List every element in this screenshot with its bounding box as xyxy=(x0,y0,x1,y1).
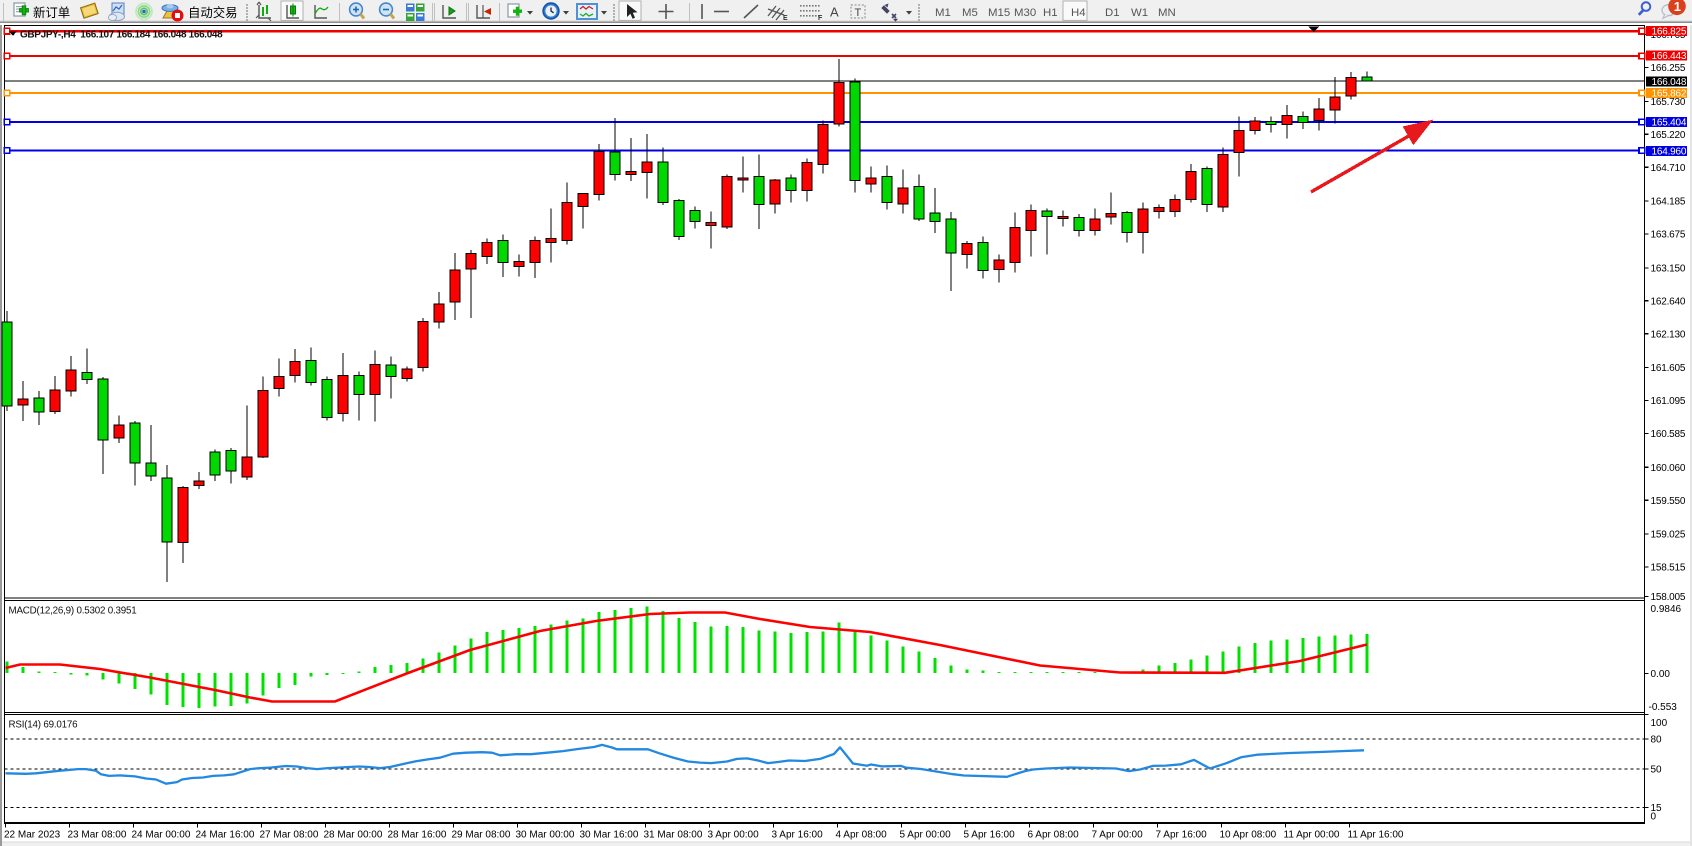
svg-text:3 Apr 16:00: 3 Apr 16:00 xyxy=(772,830,824,841)
svg-text:165.862: 165.862 xyxy=(1652,89,1687,100)
svg-text:80: 80 xyxy=(1651,734,1663,745)
svg-text:1: 1 xyxy=(1674,0,1681,14)
svg-text:163.150: 163.150 xyxy=(1651,264,1686,275)
svg-text:28 Mar 00:00: 28 Mar 00:00 xyxy=(324,830,383,841)
svg-text:F: F xyxy=(818,15,823,22)
svg-text:166.255: 166.255 xyxy=(1651,63,1686,74)
svg-text:7 Apr 00:00: 7 Apr 00:00 xyxy=(1092,830,1144,841)
svg-text:30 Mar 00:00: 30 Mar 00:00 xyxy=(516,830,575,841)
svg-text:M15: M15 xyxy=(988,7,1010,19)
svg-text:30 Mar 16:00: 30 Mar 16:00 xyxy=(580,830,639,841)
svg-text:7 Apr 16:00: 7 Apr 16:00 xyxy=(1156,830,1208,841)
svg-text:GBPJPY-,H4 166.107 166.184 16: GBPJPY-,H4 166.107 166.184 166.048 166.0… xyxy=(20,30,223,41)
svg-text:3 Apr 00:00: 3 Apr 00:00 xyxy=(708,830,760,841)
svg-text:163.675: 163.675 xyxy=(1651,230,1686,241)
svg-text:22 Mar 2023: 22 Mar 2023 xyxy=(4,830,61,841)
svg-text:166.825: 166.825 xyxy=(1652,26,1687,37)
svg-text:164.960: 164.960 xyxy=(1652,147,1687,158)
svg-text:H4: H4 xyxy=(1071,7,1086,19)
svg-text:28 Mar 16:00: 28 Mar 16:00 xyxy=(388,830,447,841)
svg-text:165.220: 165.220 xyxy=(1651,130,1686,141)
svg-text:159.550: 159.550 xyxy=(1651,496,1686,507)
svg-text:165.730: 165.730 xyxy=(1651,97,1686,108)
svg-text:158.515: 158.515 xyxy=(1651,563,1686,574)
svg-text:H1: H1 xyxy=(1043,7,1058,19)
svg-text:29 Mar 08:00: 29 Mar 08:00 xyxy=(452,830,511,841)
svg-text:M1: M1 xyxy=(935,7,951,19)
svg-text:D1: D1 xyxy=(1105,7,1120,19)
svg-text:158.005: 158.005 xyxy=(1651,592,1686,603)
svg-text:11 Apr 16:00: 11 Apr 16:00 xyxy=(1348,830,1404,841)
svg-text:W1: W1 xyxy=(1131,7,1148,19)
svg-text:162.640: 162.640 xyxy=(1651,296,1686,307)
svg-text:5 Apr 16:00: 5 Apr 16:00 xyxy=(964,830,1016,841)
svg-text:MN: MN xyxy=(1158,7,1176,19)
svg-text:165.404: 165.404 xyxy=(1652,117,1687,128)
svg-text:160.060: 160.060 xyxy=(1651,463,1686,474)
svg-text:6 Apr 08:00: 6 Apr 08:00 xyxy=(1028,830,1080,841)
svg-text:164.710: 164.710 xyxy=(1651,163,1686,174)
svg-text:166.048: 166.048 xyxy=(1652,77,1687,88)
svg-text:161.095: 161.095 xyxy=(1651,396,1686,407)
svg-text:0.00: 0.00 xyxy=(1651,669,1671,680)
svg-text:0: 0 xyxy=(1651,812,1657,823)
svg-text:50: 50 xyxy=(1651,764,1663,775)
svg-text:E: E xyxy=(783,15,788,22)
svg-text:0.9846: 0.9846 xyxy=(1651,604,1682,615)
svg-text:11 Apr 00:00: 11 Apr 00:00 xyxy=(1284,830,1340,841)
svg-text:164.185: 164.185 xyxy=(1651,197,1686,208)
svg-text:23 Mar 08:00: 23 Mar 08:00 xyxy=(68,830,127,841)
svg-text:24 Mar 16:00: 24 Mar 16:00 xyxy=(196,830,255,841)
svg-text:15: 15 xyxy=(1651,803,1663,814)
svg-text:4 Apr 08:00: 4 Apr 08:00 xyxy=(836,830,888,841)
svg-text:T: T xyxy=(855,7,862,19)
svg-text:MACD(12,26,9) 0.5302 0.3951: MACD(12,26,9) 0.5302 0.3951 xyxy=(9,606,137,617)
svg-text:159.025: 159.025 xyxy=(1651,530,1686,541)
svg-text:166.443: 166.443 xyxy=(1652,51,1687,62)
svg-text:M5: M5 xyxy=(962,7,978,19)
svg-text:-0.553: -0.553 xyxy=(1649,702,1678,713)
svg-text:160.585: 160.585 xyxy=(1651,429,1686,440)
svg-text:31 Mar 08:00: 31 Mar 08:00 xyxy=(644,830,703,841)
svg-text:24 Mar 00:00: 24 Mar 00:00 xyxy=(132,830,191,841)
svg-text:RSI(14) 69.0176: RSI(14) 69.0176 xyxy=(9,720,79,731)
svg-text:27 Mar 08:00: 27 Mar 08:00 xyxy=(260,830,319,841)
svg-text:100: 100 xyxy=(1651,718,1668,729)
svg-text:新订单: 新订单 xyxy=(33,5,70,20)
svg-text:M30: M30 xyxy=(1014,7,1036,19)
svg-text:自动交易: 自动交易 xyxy=(188,5,238,20)
svg-text:10 Apr 08:00: 10 Apr 08:00 xyxy=(1220,830,1277,841)
svg-text:5 Apr 00:00: 5 Apr 00:00 xyxy=(900,830,952,841)
svg-text:A: A xyxy=(830,5,839,20)
svg-text:162.130: 162.130 xyxy=(1651,329,1686,340)
svg-text:161.605: 161.605 xyxy=(1651,363,1686,374)
